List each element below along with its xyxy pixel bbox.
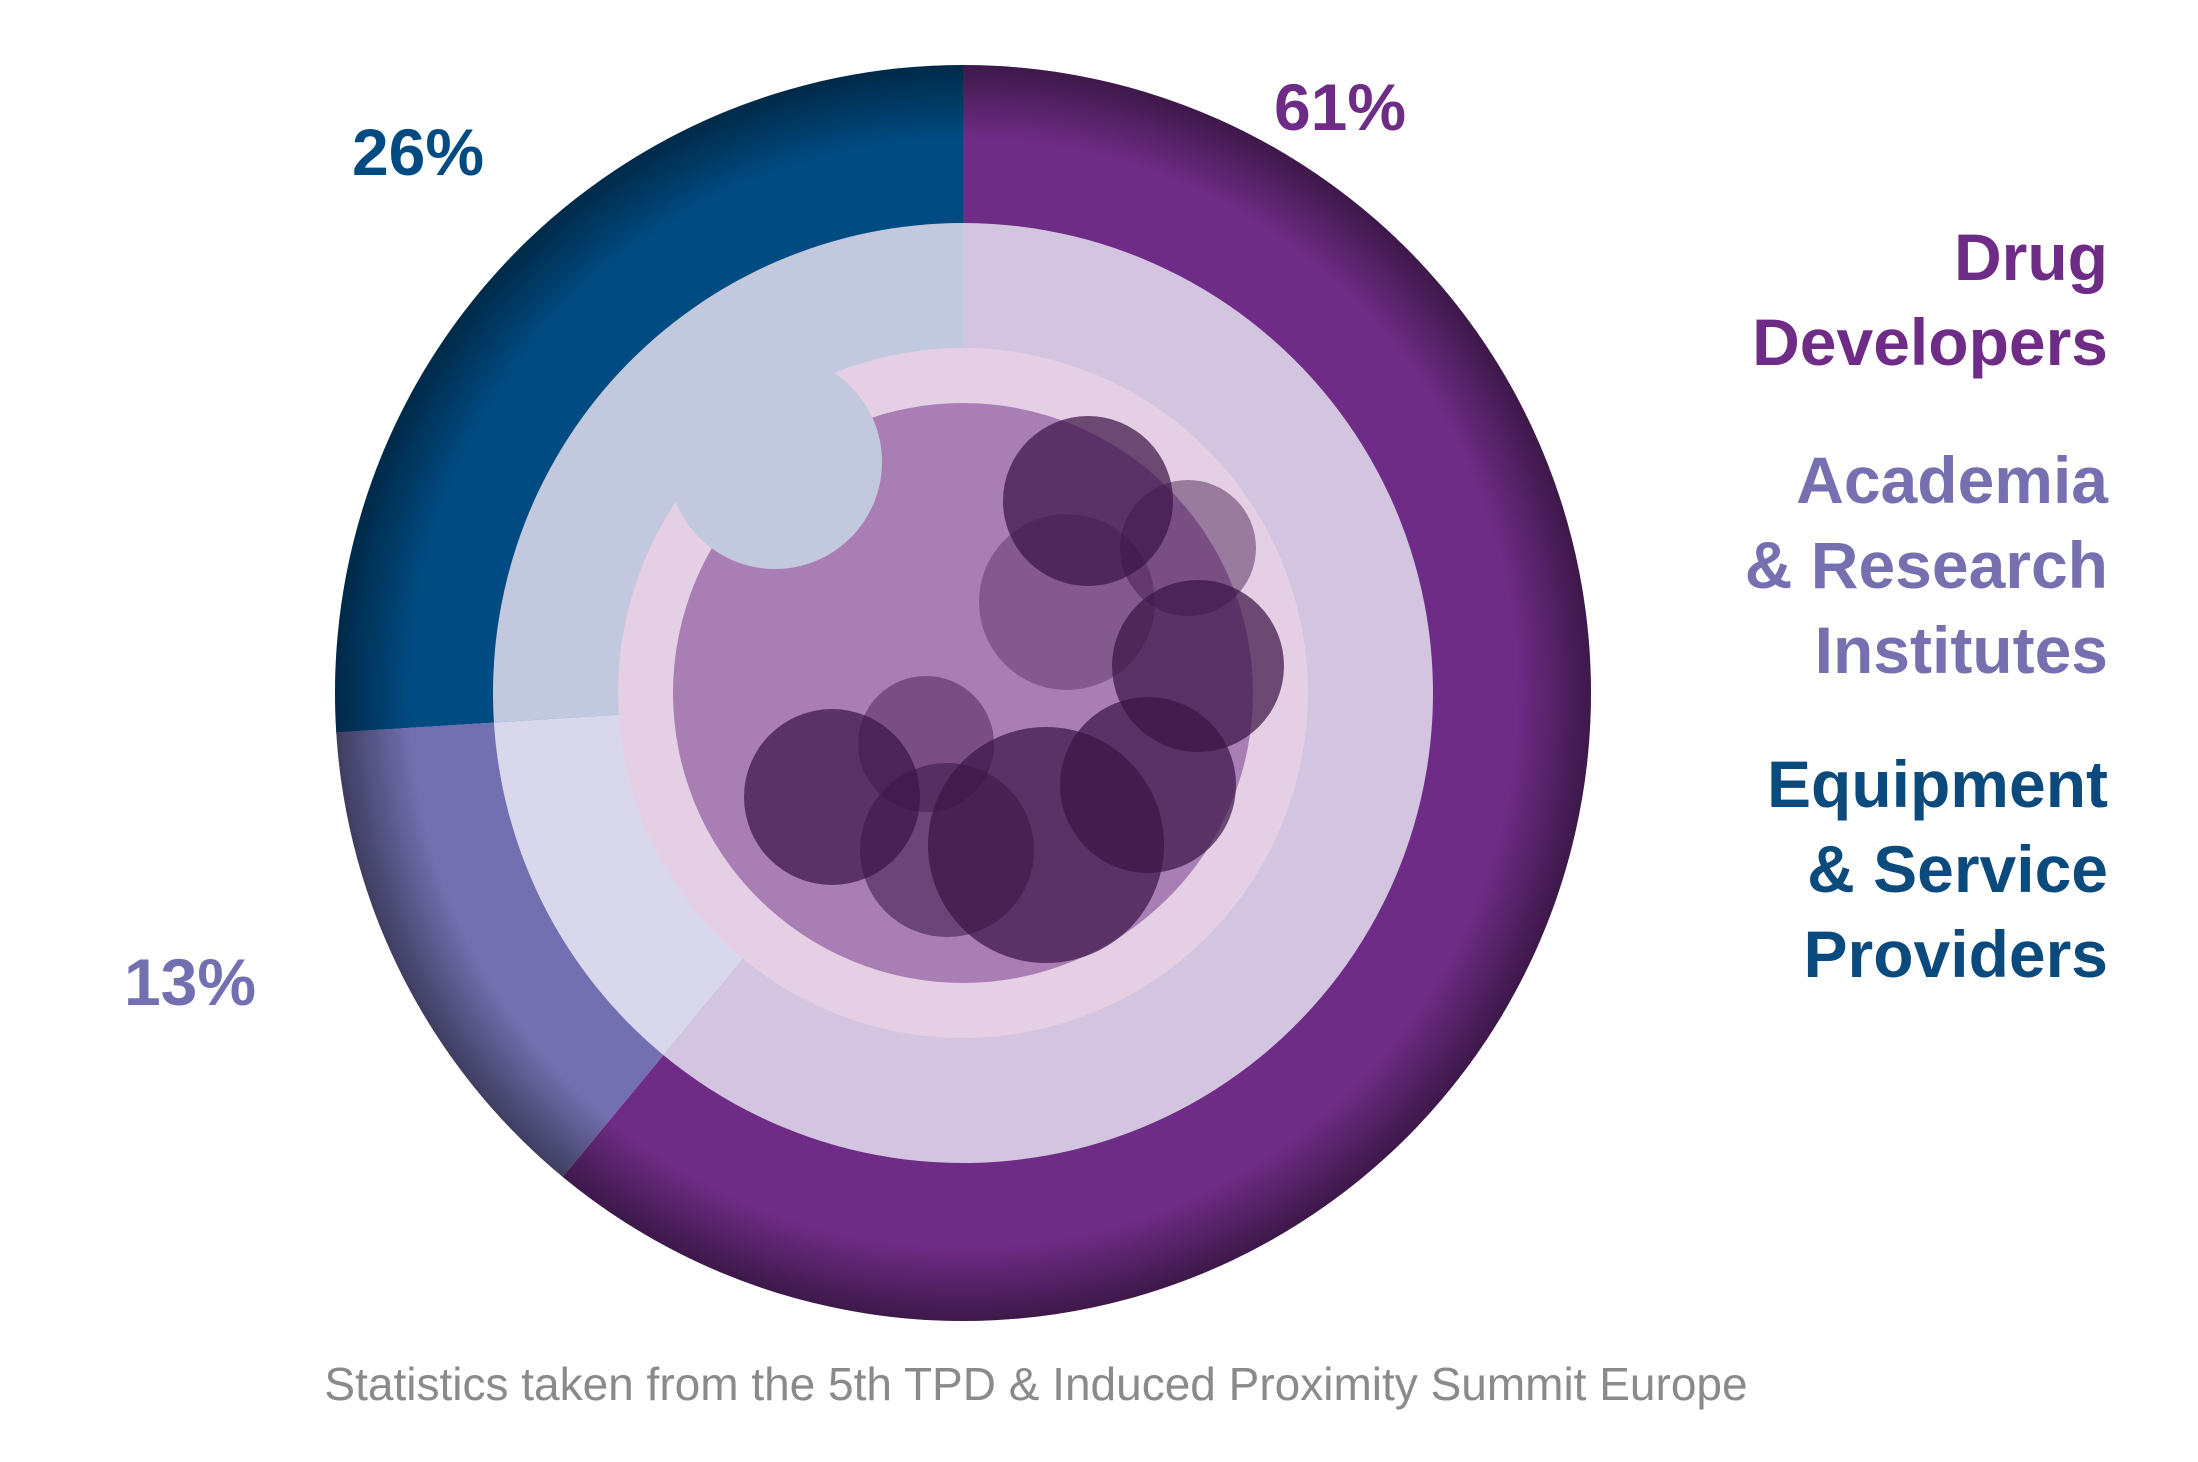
legend-label-academia: & Research — [1745, 528, 2108, 602]
core-decoration — [618, 348, 1308, 1038]
value-label-academia: 13% — [124, 945, 256, 1019]
core-bubble — [1120, 480, 1256, 616]
core-bubble — [1003, 416, 1173, 586]
legend-label-academia: Academia — [1796, 443, 2109, 517]
legend-label-academia: Institutes — [1815, 613, 2108, 687]
value-label-equipment: 26% — [352, 115, 484, 189]
legend: Drug Developers Academia & Research Inst… — [1745, 220, 2109, 991]
legend-label-drug-developers: Developers — [1752, 305, 2108, 379]
legend-label-equipment: & Service — [1807, 832, 2108, 906]
legend-label-equipment: Equipment — [1767, 747, 2108, 821]
core-highlight-circle — [668, 355, 882, 569]
legend-label-equipment: Providers — [1804, 917, 2108, 991]
core-bubble — [928, 727, 1164, 963]
core-bubble — [979, 514, 1155, 690]
value-label-drug-developers: 61% — [1274, 70, 1406, 144]
legend-label-drug-developers: Drug — [1954, 220, 2108, 294]
source-note: Statistics taken from the 5th TPD & Indu… — [324, 1358, 1747, 1410]
